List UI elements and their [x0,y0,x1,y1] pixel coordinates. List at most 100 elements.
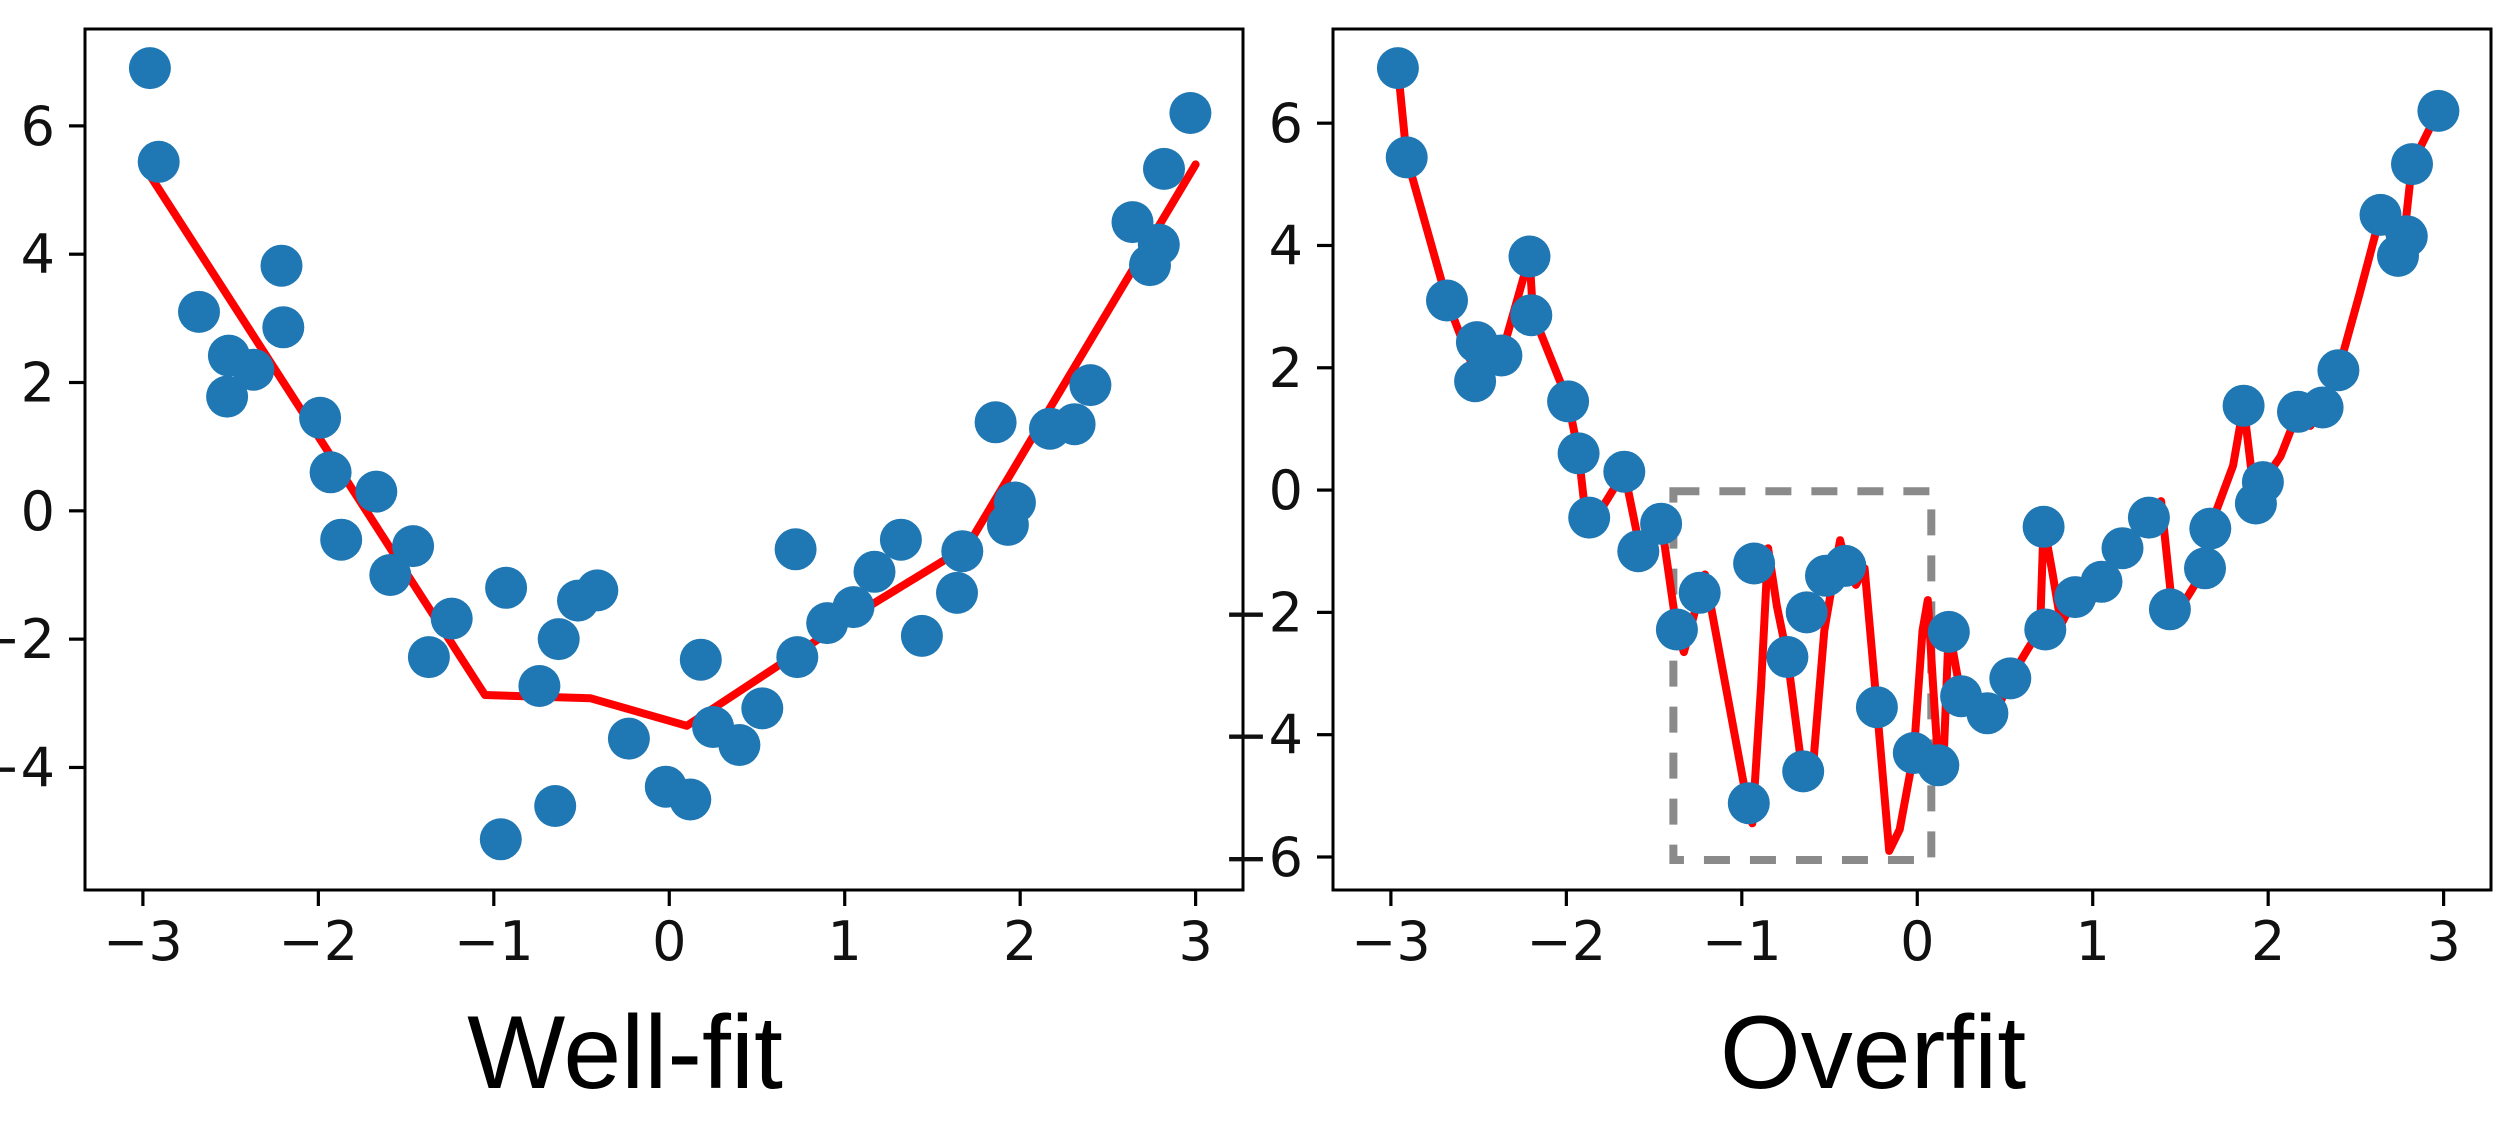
x-tick-label: −3 [103,910,183,973]
y-tick-label: 4 [1269,214,1303,277]
scatter-point [1733,542,1776,585]
y-tick-label: 6 [1269,92,1303,155]
scatter-point [1966,692,2009,735]
scatter-point [1454,360,1497,403]
scatter-point [1385,136,1428,179]
scatter-point [262,306,305,349]
x-tick-label: 3 [2426,910,2460,973]
scatter-point [206,375,249,418]
axes-box [83,27,1245,892]
overfit-highlight-box [1669,487,1936,865]
scatter-point [1053,403,1096,446]
y-tick-label: −2 [0,608,55,671]
scatter-point [309,451,352,494]
scatter-point [1927,610,1970,653]
scatter-point [1568,496,1611,539]
y-tick-label: 4 [21,223,55,286]
y-tick-label: 0 [21,480,55,543]
scatter-point [1508,235,1551,278]
scatter-point [178,290,220,333]
y-tick-label: 6 [21,95,55,158]
scatter-point [2385,215,2428,258]
y-tick-label: −6 [1223,826,1303,889]
x-tick-label: 0 [652,910,686,973]
x-tick-label: −2 [1527,910,1607,973]
scatter-point [879,518,922,561]
scatter-point [832,586,875,629]
x-tick-label: 0 [1900,910,1934,973]
overfit-title: Overfit [1720,995,2026,1111]
scatter-point [576,569,619,612]
panel-overfit: −3 −2 −1 0 1 2 3 6 4 2 0 −2 −4 −6 [1223,27,2493,973]
scatter-point [741,687,784,730]
panel-well-fit: −3 −2 −1 0 1 2 3 6 4 2 0 −2 −4 [0,27,1245,973]
scatter-point [974,401,1017,444]
scatter-point [1557,432,1600,475]
scatter-point [128,47,171,90]
scatter-point [1376,47,1419,90]
scatter-point [900,614,943,657]
scatter-point [607,717,650,760]
scatter-point [369,554,412,596]
scatter-point [2241,461,2284,504]
scatter-point [1169,92,1212,134]
y-tick-label: −2 [1223,581,1303,644]
scatter-point [1069,364,1112,407]
y-tick-label: −4 [1223,704,1303,767]
scatter-point [137,140,180,183]
scatter-point [1678,571,1721,614]
y-tick-label: −4 [0,736,55,799]
scatter-point [2189,507,2232,550]
x-tick-label: 1 [828,910,862,973]
scatter-point [485,566,528,609]
scatter-point [1510,294,1553,337]
y-tick-label: 2 [21,352,55,415]
scatter-point [355,470,398,513]
scatter-point [1785,591,1828,634]
scatter-point [537,618,580,661]
scatter-point [2391,143,2433,186]
scatter-point [2101,527,2144,570]
scatter-point [2080,560,2123,603]
x-tick-label: 2 [2251,910,2285,973]
scatter-point [936,571,978,614]
overfit-line [1393,64,2443,855]
x-tick-label: 2 [1003,910,1037,973]
x-tick-label: 3 [1178,910,1212,973]
scatter-point [232,348,275,391]
scatter-point [392,525,435,568]
scatter-point [718,724,761,766]
scatter-point [2022,505,2065,548]
scatter-point [1917,744,1960,787]
scatter-point [2222,384,2265,427]
scatter-point [776,636,819,679]
scatter-point [1137,223,1180,266]
scatter-point [1480,334,1523,377]
scatter-point [2317,349,2360,392]
y-tick-label: 0 [1269,459,1303,522]
scatter-point [430,597,473,640]
scatter-point [2148,588,2191,631]
scatter-point [853,550,896,593]
scatter-point [1782,750,1825,793]
axes-box [1331,27,2493,892]
scatter-point [669,778,712,821]
x-tick-label: −2 [279,910,359,973]
scatter-point [1143,147,1185,190]
scatter-point [1855,686,1898,729]
scatter-point [407,636,450,679]
scatter-point [260,244,303,287]
scatter-point [479,818,522,861]
scatter-point [299,396,342,439]
scatter-point [2127,496,2170,539]
scatter-point [1989,657,2032,700]
scatter-point [2417,89,2460,132]
scatter-point [534,785,577,827]
scatter-point [1640,502,1683,545]
scatter-point [941,530,984,573]
well-fit-title: Well-fit [467,995,783,1111]
scatter-point [1547,380,1590,423]
scatter-point [774,528,817,571]
